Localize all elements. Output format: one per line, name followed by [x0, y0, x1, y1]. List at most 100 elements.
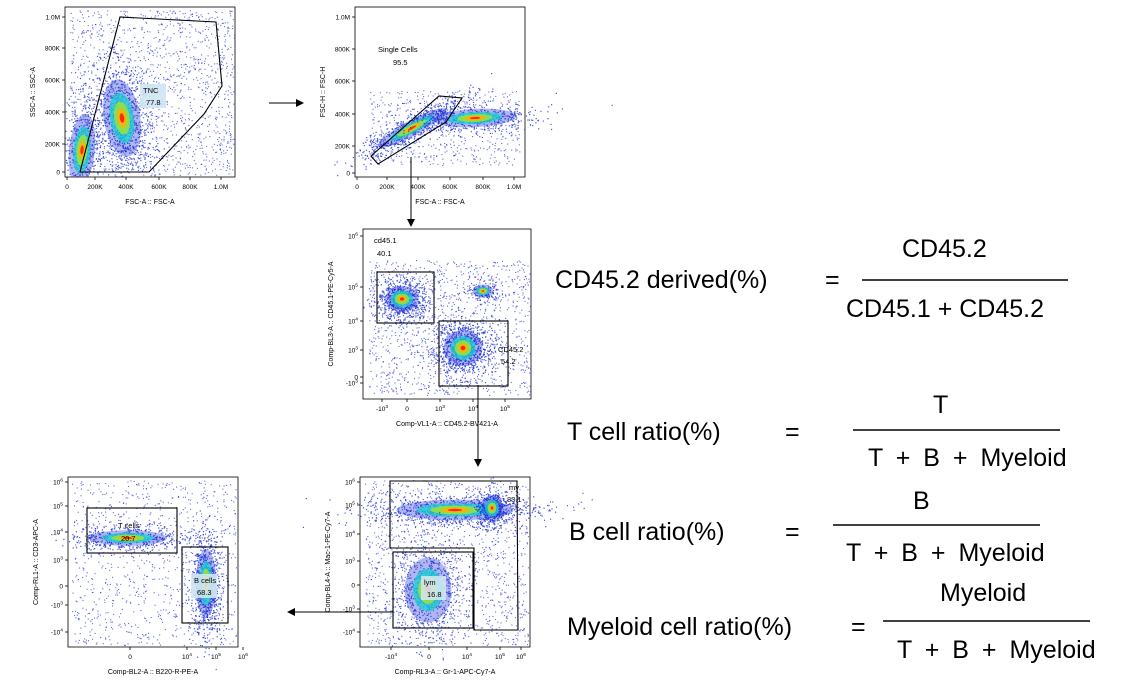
y-axis-label: Comp-BL3-A :: CD45.1-PE-Cy5-A — [328, 261, 335, 366]
gate-name: B cells — [194, 576, 216, 585]
y-tick-label: 105 — [348, 282, 358, 291]
x-tick-label: 400K — [410, 184, 426, 191]
y-tick-label: 105 — [345, 500, 355, 509]
gate-polygon — [370, 95, 463, 165]
y-tick-label: 600K — [45, 78, 61, 85]
x-tick-label: 600K — [151, 184, 167, 191]
formula-b-denominator: T + B + Myeloid — [846, 539, 1045, 567]
formula-myeloid-numerator: Myeloid — [940, 579, 1027, 607]
gate-rect — [181, 546, 229, 624]
density-cloud — [385, 92, 613, 139]
gate-name: cd45.1 — [374, 236, 397, 245]
y-tick-label: 104 — [53, 527, 63, 536]
y-tick-label: 104 — [348, 316, 358, 325]
density-cloud — [65, 65, 118, 177]
sparse-events — [368, 260, 531, 397]
x-axis-label: Comp-VL1-A :: CD45.2-BV421-A — [396, 421, 498, 428]
plot-frame — [64, 6, 236, 178]
y-tick-label: 105 — [53, 501, 63, 510]
y-axis-label: Comp-RL1-A :: CD3-APC-A — [33, 519, 40, 605]
y-tick-label: -103 — [343, 604, 355, 613]
formula-myeloid-equals: = — [851, 613, 866, 641]
y-axis-label: FSC-H :: FSC-H — [320, 67, 327, 118]
y-axis-label: SSC-A :: SSC-A — [30, 67, 37, 118]
plot-fsch-fsca: 1.0M 800K 600K 400K 200K 00 200K 400K 600K 800K 1.… — [320, 6, 613, 206]
y-tick-label: 200K — [335, 144, 351, 151]
x-tick-label: 103 — [435, 404, 445, 413]
x-tick-label: 0 — [65, 184, 69, 191]
gate-name: T cells — [118, 521, 140, 530]
formula-b-label: B cell ratio(%) — [569, 518, 725, 546]
y-tick-label: -103 — [346, 378, 358, 387]
y-tick-label: 106 — [345, 477, 355, 486]
y-tick-label: 103 — [53, 555, 63, 564]
formula-t-denominator: T + B + Myeloid — [868, 444, 1067, 472]
gate-percentage: 40.1 — [377, 249, 392, 258]
y-tick-label: 0 — [56, 170, 60, 177]
gate-rect — [86, 507, 178, 554]
formula-cd45-numerator: CD45.2 — [902, 235, 987, 263]
y-tick-label: 0 — [59, 584, 63, 591]
x-tick-label: 0 — [128, 654, 132, 661]
gate-label: CD45.2 54.2 — [498, 345, 523, 366]
x-axis-label: Comp-RL3-A :: Gr-1-APC-Cy7-A — [395, 669, 496, 676]
gate-percentage: 20.7 — [121, 534, 136, 543]
y-tick-label: 0 — [346, 171, 350, 178]
gate-label: lym 16.8 — [421, 576, 446, 600]
formula-cd45-equals: = — [825, 266, 840, 294]
x-tick-label: 105 — [500, 404, 510, 413]
formula-t-label: T cell ratio(%) — [567, 418, 721, 446]
x-tick-label: 0 — [355, 184, 359, 191]
x-tick-label: 200K — [379, 184, 395, 191]
plot-frame — [354, 6, 526, 178]
x-tick-label: 106 — [238, 652, 248, 661]
x-tick-label: 106 — [516, 652, 526, 661]
x-tick-label: 400K — [118, 184, 134, 191]
density-cloud — [416, 306, 518, 394]
x-tick-label: 104 — [462, 652, 472, 661]
y-tick-label: 800K — [45, 46, 61, 53]
gate-name: lym — [424, 578, 436, 587]
y-axis-label: Comp-BL4-A :: Mac-1-PE-Cy7-A — [325, 511, 332, 612]
x-tick-label: -103 — [376, 404, 388, 413]
x-tick-label: 0 — [405, 406, 409, 413]
x-tick-label: 1.0M — [507, 184, 521, 191]
plot-frame — [362, 228, 532, 400]
y-tick-label: 103 — [348, 345, 358, 354]
y-tick-label: 104 — [345, 529, 355, 538]
density-cloud — [458, 278, 507, 306]
y-tick-label: 106 — [53, 477, 63, 486]
y-tick-label: 106 — [348, 231, 358, 240]
x-axis-label: Comp-BL2-A :: B220-R-PE-A — [108, 669, 199, 676]
y-tick-label: 0 — [354, 375, 358, 382]
formula-t-numerator: T — [933, 391, 949, 419]
plot-frame — [359, 476, 531, 648]
x-tick-label: 800K — [475, 184, 491, 191]
plot-mac1-gr1: 106 105 104 103 0 -103 -104 -104 0 104 105 106 Comp-… — [302, 476, 593, 676]
formula-cd45-label: CD45.2 derived(%) — [555, 266, 768, 294]
y-tick-label: 600K — [335, 79, 351, 86]
gate-percentage: 16.8 — [427, 590, 442, 599]
y-tick-label: 0 — [351, 583, 355, 590]
y-tick-label: -104 — [343, 627, 355, 636]
plot-cd3-b220: 106 105 104 103 0 -103 -104 0 104 105 106 Comp-RL1-… — [33, 476, 248, 676]
gate-label: B cells 68.3 — [191, 574, 217, 598]
gate-polygon — [79, 16, 223, 173]
gate-polygon — [389, 480, 519, 631]
gate-rect — [392, 551, 474, 629]
gate-percentage: 83.1 — [507, 495, 522, 504]
y-tick-label: 103 — [345, 556, 355, 565]
y-tick-label: 200K — [45, 142, 61, 149]
gate-percentage: 68.3 — [197, 588, 212, 597]
gate-name: my — [509, 483, 519, 492]
formula-cd45-denominator: CD45.1 + CD45.2 — [846, 295, 1045, 323]
y-tick-label: 1.0M — [336, 15, 350, 22]
y-tick-label: 400K — [335, 112, 351, 119]
formula-myeloid-label: Myeloid cell ratio(%) — [567, 613, 793, 641]
density-cloud — [362, 265, 450, 334]
y-tick-label: -104 — [51, 627, 63, 636]
formula-t-equals: = — [785, 418, 800, 446]
y-tick-label: 1.0M — [46, 15, 60, 22]
gate-name: TNC — [143, 86, 159, 95]
